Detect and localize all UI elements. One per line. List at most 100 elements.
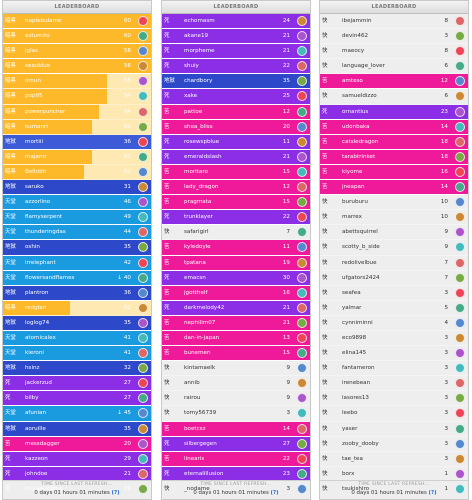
- leaderboard-row[interactable]: 快 annib 9: [162, 376, 310, 392]
- leaderboard-row[interactable]: 天堂 irrelephant 42: [3, 255, 151, 271]
- leaderboard-row[interactable]: 快 rairou 9: [162, 391, 310, 407]
- leaderboard-row[interactable]: 快 eco9898 3: [320, 330, 468, 347]
- username[interactable]: irrelephant: [25, 259, 56, 266]
- username[interactable]: maeocy: [342, 48, 365, 55]
- leaderboard-row[interactable]: 快 samueldizzo 6: [320, 89, 468, 105]
- username[interactable]: atomicalex: [25, 334, 56, 341]
- user-avatar-icon[interactable]: [455, 197, 465, 208]
- user-avatar-icon[interactable]: [455, 348, 465, 359]
- user-avatar-icon[interactable]: [138, 468, 148, 479]
- user-avatar-icon[interactable]: [138, 61, 148, 72]
- user-avatar-icon[interactable]: [138, 483, 148, 494]
- user-avatar-icon[interactable]: [455, 212, 465, 223]
- leaderboard-row[interactable]: 快 yalmar 5: [320, 300, 468, 316]
- user-avatar-icon[interactable]: [455, 106, 465, 117]
- username[interactable]: catsledragon: [342, 138, 379, 145]
- user-avatar-icon[interactable]: [455, 423, 465, 434]
- leaderboard-row[interactable]: 暗黒 majamr 52: [3, 149, 151, 165]
- username[interactable]: language_lover: [342, 63, 385, 70]
- username[interactable]: lady_dragon: [184, 184, 219, 191]
- username[interactable]: ornantius: [342, 108, 369, 115]
- username[interactable]: zooby_dooby: [342, 440, 379, 447]
- user-avatar-icon[interactable]: [138, 197, 148, 208]
- user-avatar-icon[interactable]: [297, 257, 307, 268]
- username[interactable]: estumito: [25, 33, 50, 40]
- user-avatar-icon[interactable]: [138, 212, 148, 223]
- leaderboard-row[interactable]: 快 elina145 3: [320, 346, 468, 362]
- username[interactable]: kiyome: [342, 168, 363, 175]
- username[interactable]: tarabtrinket: [342, 153, 376, 160]
- leaderboard-row[interactable]: 快 redolivelbue 7: [320, 255, 468, 271]
- leaderboard-row[interactable]: 快 language_lover 6: [320, 59, 468, 75]
- user-avatar-icon[interactable]: [297, 227, 307, 238]
- leaderboard-row[interactable]: 快 ibejammin 8: [320, 14, 468, 30]
- user-avatar-icon[interactable]: [297, 468, 307, 479]
- leaderboard-row[interactable]: 快 buruburu 10: [320, 195, 468, 211]
- leaderboard-row[interactable]: 苦 tarabtrinket 18: [320, 149, 468, 165]
- leaderboard-row[interactable]: 苦 messdagger 20: [3, 436, 151, 452]
- leaderboard-row[interactable]: 死 bilby 27: [3, 391, 151, 407]
- username[interactable]: tpatana: [184, 259, 206, 266]
- user-avatar-icon[interactable]: [138, 287, 148, 298]
- leaderboard-row[interactable]: 苦 lady_dragon 12: [162, 180, 310, 196]
- user-avatar-icon[interactable]: [455, 76, 465, 87]
- user-avatar-icon[interactable]: [455, 121, 465, 132]
- leaderboard-row[interactable]: 暗黒 Bellriith 52: [3, 164, 151, 181]
- user-avatar-icon[interactable]: [455, 378, 465, 389]
- user-avatar-icon[interactable]: [297, 332, 307, 343]
- user-avatar-icon[interactable]: [138, 393, 148, 404]
- user-avatar-icon[interactable]: [297, 136, 307, 147]
- user-avatar-icon[interactable]: [138, 242, 148, 253]
- username[interactable]: murasakiblue: [25, 485, 63, 492]
- leaderboard-row[interactable]: 快 tae_tea 3: [320, 451, 468, 467]
- leaderboard-row[interactable]: 快 fantameron 3: [320, 361, 468, 377]
- user-avatar-icon[interactable]: [455, 468, 465, 479]
- leaderboard-row[interactable]: 快 irenebean 3: [320, 376, 468, 392]
- user-avatar-icon[interactable]: [138, 453, 148, 464]
- leaderboard-row[interactable]: 死 silbergegen 27: [162, 436, 310, 452]
- leaderboard-row[interactable]: 死 echomasm 24: [162, 14, 310, 30]
- leaderboard-row[interactable]: 天堂 flowersandflames ↓ 40: [3, 270, 151, 286]
- leaderboard-row[interactable]: 天堂 atomicalex 41: [3, 330, 151, 347]
- leaderboard-row[interactable]: 苦 murasakiblue 19: [3, 481, 151, 497]
- leaderboard-row[interactable]: 死 akane19 21: [162, 29, 310, 45]
- user-avatar-icon[interactable]: [455, 438, 465, 449]
- username[interactable]: redolivelbue: [342, 259, 377, 266]
- user-avatar-icon[interactable]: [138, 363, 148, 374]
- user-avatar-icon[interactable]: [297, 151, 307, 162]
- user-avatar-icon[interactable]: [297, 438, 307, 449]
- leaderboard-row[interactable]: 暗黒 seaoblue 56: [3, 59, 151, 75]
- user-avatar-icon[interactable]: [297, 166, 307, 177]
- username[interactable]: powerpuncher: [25, 108, 66, 115]
- user-avatar-icon[interactable]: [138, 378, 148, 389]
- leaderboard-row[interactable]: 死 johndoe 21: [3, 466, 151, 482]
- user-avatar-icon[interactable]: [455, 182, 465, 193]
- username[interactable]: devin462: [342, 33, 369, 40]
- username[interactable]: tomy56739: [184, 410, 217, 417]
- username[interactable]: lasores13: [342, 395, 369, 402]
- username[interactable]: tae_tea: [342, 455, 363, 462]
- user-avatar-icon[interactable]: [455, 302, 465, 313]
- user-avatar-icon[interactable]: [138, 438, 148, 449]
- leaderboard-row[interactable]: 死 xake 25: [162, 89, 310, 105]
- username[interactable]: saruko: [25, 184, 44, 191]
- username[interactable]: irenebean: [342, 380, 371, 387]
- username[interactable]: yalmar: [342, 304, 362, 311]
- leaderboard-row[interactable]: 暗黒 naplebulame 60: [3, 14, 151, 30]
- username[interactable]: kieroni: [25, 350, 44, 357]
- username[interactable]: messdagger: [25, 440, 60, 447]
- user-avatar-icon[interactable]: [138, 317, 148, 328]
- user-avatar-icon[interactable]: [297, 302, 307, 313]
- leaderboard-row[interactable]: 苦 moritaro 15: [162, 164, 310, 181]
- leaderboard-row[interactable]: 快 maeocy 8: [320, 44, 468, 60]
- leaderboard-row[interactable]: 快 abettsquirrel 9: [320, 225, 468, 241]
- user-avatar-icon[interactable]: [297, 31, 307, 42]
- username[interactable]: seaoblue: [25, 63, 51, 70]
- username[interactable]: afunian: [25, 410, 47, 417]
- help-link[interactable]: (?): [428, 490, 437, 496]
- username[interactable]: johndoe: [25, 470, 48, 477]
- username[interactable]: yaser: [342, 425, 358, 432]
- leaderboard-row[interactable]: 苦 pattoe 12: [162, 104, 310, 120]
- username[interactable]: pop95: [25, 93, 43, 100]
- user-avatar-icon[interactable]: [138, 348, 148, 359]
